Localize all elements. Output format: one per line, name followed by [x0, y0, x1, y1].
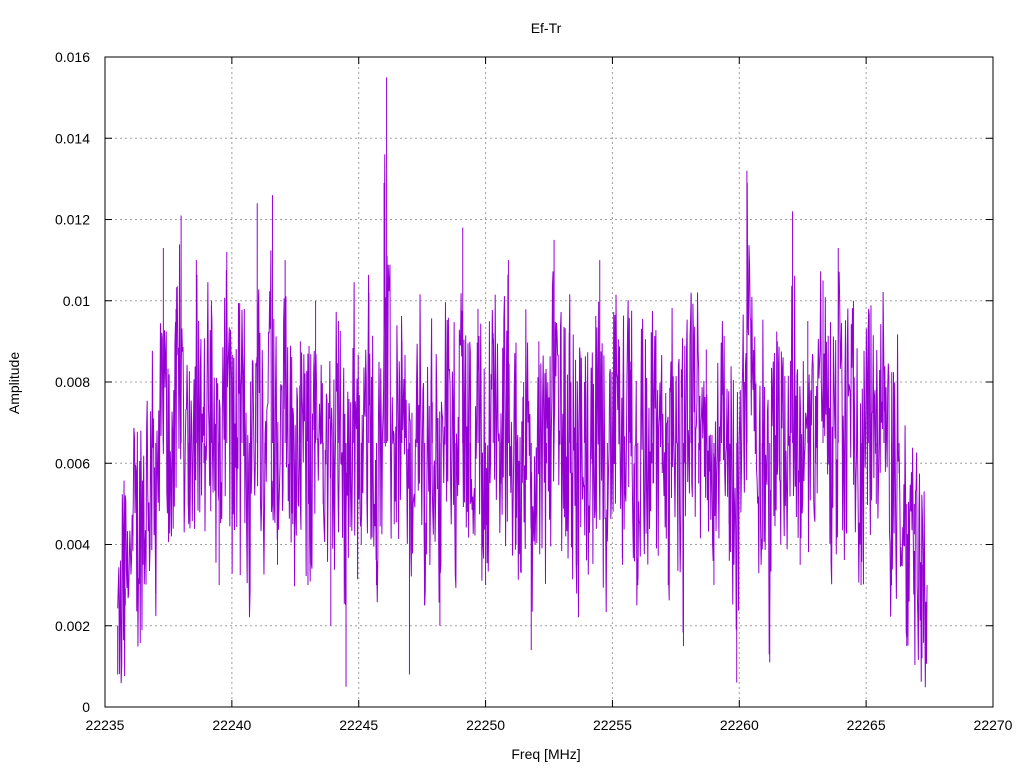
y-tick-label: 0.008 [55, 374, 90, 390]
x-tick-label: 22250 [466, 717, 505, 733]
series-group [117, 77, 928, 688]
y-tick-label: 0.002 [55, 618, 90, 634]
y-tick-label: 0.014 [55, 130, 90, 146]
x-tick-label: 22235 [86, 717, 125, 733]
x-tick-labels: 22235 22240 22245 22250 22255 22260 22265 22270 [86, 717, 1013, 733]
x-tick-label: 22240 [212, 717, 251, 733]
chart-title: Ef-Tr [531, 20, 562, 36]
x-axis-label: Freq [MHz] [511, 746, 580, 762]
y-tick-label: 0.01 [63, 293, 90, 309]
x-tick-label: 22245 [339, 717, 378, 733]
y-tick-labels: 0 0.002 0.004 0.006 0.008 0.01 0.012 0.014 0.016 [55, 49, 90, 715]
y-tick-label: 0 [82, 699, 90, 715]
x-tick-label: 22270 [974, 717, 1013, 733]
y-tick-label: 0.004 [55, 537, 90, 553]
x-tick-label: 22255 [593, 717, 632, 733]
x-tick-label: 22265 [847, 717, 886, 733]
plot-border [104, 56, 994, 708]
x-tick-label: 22260 [720, 717, 759, 733]
y-tick-label: 0.012 [55, 212, 90, 228]
y-tick-label: 0.006 [55, 455, 90, 471]
y-tick-label: 0.016 [55, 49, 90, 65]
y-axis-label: Amplitude [6, 352, 22, 414]
